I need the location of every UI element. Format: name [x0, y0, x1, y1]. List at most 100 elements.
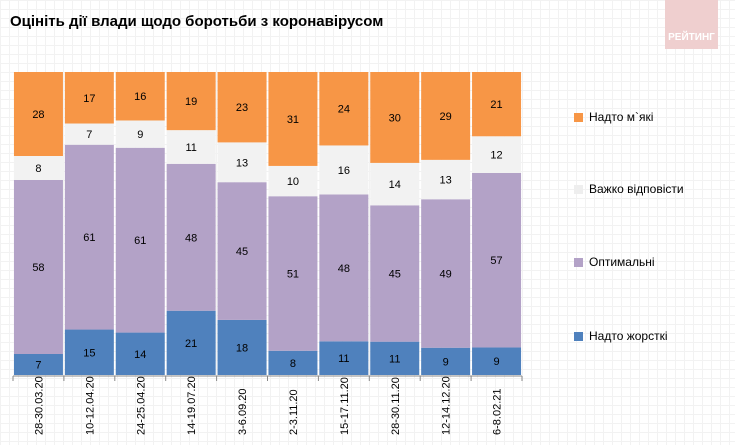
- legend-item: Надто м`які: [574, 110, 653, 124]
- bar-segment: [13, 72, 63, 156]
- legend-item: Оптимальні: [574, 255, 655, 269]
- legend-label: Надто м`які: [589, 110, 654, 124]
- bar-segment: [217, 182, 267, 320]
- data-label: 16: [338, 165, 350, 177]
- bar-segment: [115, 332, 165, 375]
- bar-segment: [319, 145, 369, 195]
- data-label: 24: [338, 104, 350, 116]
- bar-segment: [472, 347, 522, 375]
- data-label: 45: [236, 246, 248, 258]
- x-tick-label: 10-12.04.20: [84, 376, 96, 435]
- data-label: 18: [236, 342, 248, 354]
- logo-text: РЕЙТИНГ: [668, 32, 715, 43]
- bar-segment: [64, 123, 114, 145]
- data-label: 7: [35, 360, 41, 372]
- logo: РЕЙТИНГ: [665, 0, 718, 49]
- data-label: 9: [137, 129, 143, 141]
- data-label: 11: [389, 353, 400, 365]
- bar-segment: [370, 72, 420, 163]
- data-label: 9: [443, 356, 449, 368]
- chart-title: Оцініть дії влади щодо боротьби з корона…: [10, 13, 384, 30]
- bar-segment: [472, 173, 522, 348]
- data-label: 11: [338, 353, 349, 365]
- bar-segment: [370, 205, 420, 342]
- data-label: 16: [134, 91, 146, 103]
- data-label: 17: [83, 93, 95, 105]
- x-tick-label: 28-30.03.20: [33, 376, 45, 435]
- bar-segment: [64, 329, 114, 375]
- data-label: 12: [490, 150, 502, 162]
- bar-segment: [64, 144, 114, 330]
- bar-segment: [370, 341, 420, 375]
- legend-swatch: [574, 257, 583, 267]
- bar-segment: [13, 180, 63, 354]
- bar-segment: [268, 72, 318, 166]
- bar-segment: [13, 354, 63, 375]
- data-label: 13: [440, 175, 452, 187]
- x-tick-label: 14-19.07.20: [186, 376, 198, 435]
- data-label: 28: [32, 109, 44, 121]
- bar-segment: [268, 165, 318, 197]
- bar-segment: [13, 156, 63, 180]
- data-label: 61: [134, 235, 146, 247]
- bar-segment: [115, 72, 165, 121]
- bar-segment: [268, 196, 318, 351]
- data-label: 23: [236, 102, 248, 114]
- bar-segment: [421, 347, 471, 375]
- data-label: 51: [287, 268, 299, 280]
- legend-swatch: [574, 331, 583, 341]
- bar-segment: [319, 341, 369, 375]
- data-label: 8: [35, 163, 41, 175]
- bar-segment: [166, 72, 216, 131]
- data-label: 8: [290, 358, 296, 370]
- bar-segment: [115, 120, 165, 148]
- data-label: 48: [338, 263, 350, 275]
- x-tick-label: 6-8.02.21: [492, 389, 504, 435]
- bar-segment: [217, 142, 267, 183]
- data-label: 30: [389, 112, 401, 124]
- bar-segment: [421, 199, 471, 348]
- data-label: 45: [389, 268, 401, 280]
- data-label: 9: [493, 356, 499, 368]
- bar-segment: [421, 159, 471, 200]
- bar-segment: [421, 72, 471, 160]
- data-label: 48: [185, 232, 197, 244]
- bar-segment: [370, 162, 420, 206]
- data-label: 10: [287, 176, 299, 188]
- bar-segment: [115, 147, 165, 333]
- x-tick-label: 2-3.11.20: [288, 389, 300, 435]
- legend-label: Надто жорсткі: [589, 329, 668, 343]
- legend-label: Важко відповісти: [589, 182, 684, 196]
- data-label: 31: [287, 114, 299, 126]
- data-label: 21: [490, 99, 502, 111]
- data-label: 19: [185, 96, 197, 108]
- legend-swatch: [574, 112, 583, 122]
- bar-segment: [217, 72, 267, 143]
- data-label: 14: [134, 349, 146, 361]
- data-label: 14: [389, 179, 401, 191]
- data-label: 58: [32, 262, 44, 274]
- x-tick-label: 15-17.11.20: [339, 377, 351, 435]
- bar-segment: [472, 136, 522, 173]
- data-label: 57: [490, 255, 502, 267]
- data-label: 61: [83, 232, 95, 244]
- x-tick-label: 24-25.04.20: [135, 376, 147, 435]
- data-label: 11: [185, 142, 196, 154]
- data-label: 29: [440, 111, 452, 123]
- data-label: 49: [440, 268, 452, 280]
- data-label: 7: [86, 129, 92, 141]
- data-label: 21: [185, 338, 197, 350]
- bar-segment: [64, 72, 114, 124]
- bar-segment: [319, 72, 369, 146]
- legend-item: Надто жорсткі: [574, 329, 668, 343]
- bar-segment: [268, 350, 318, 375]
- bar-segment: [166, 163, 216, 311]
- legend-swatch: [574, 184, 583, 194]
- x-tick-label: 12-14.12.20: [441, 376, 453, 435]
- bar-segment: [472, 72, 522, 137]
- legend-label: Оптимальні: [589, 255, 655, 269]
- bar-segment: [166, 130, 216, 164]
- data-label: 15: [83, 347, 95, 359]
- bar-segment: [166, 310, 216, 375]
